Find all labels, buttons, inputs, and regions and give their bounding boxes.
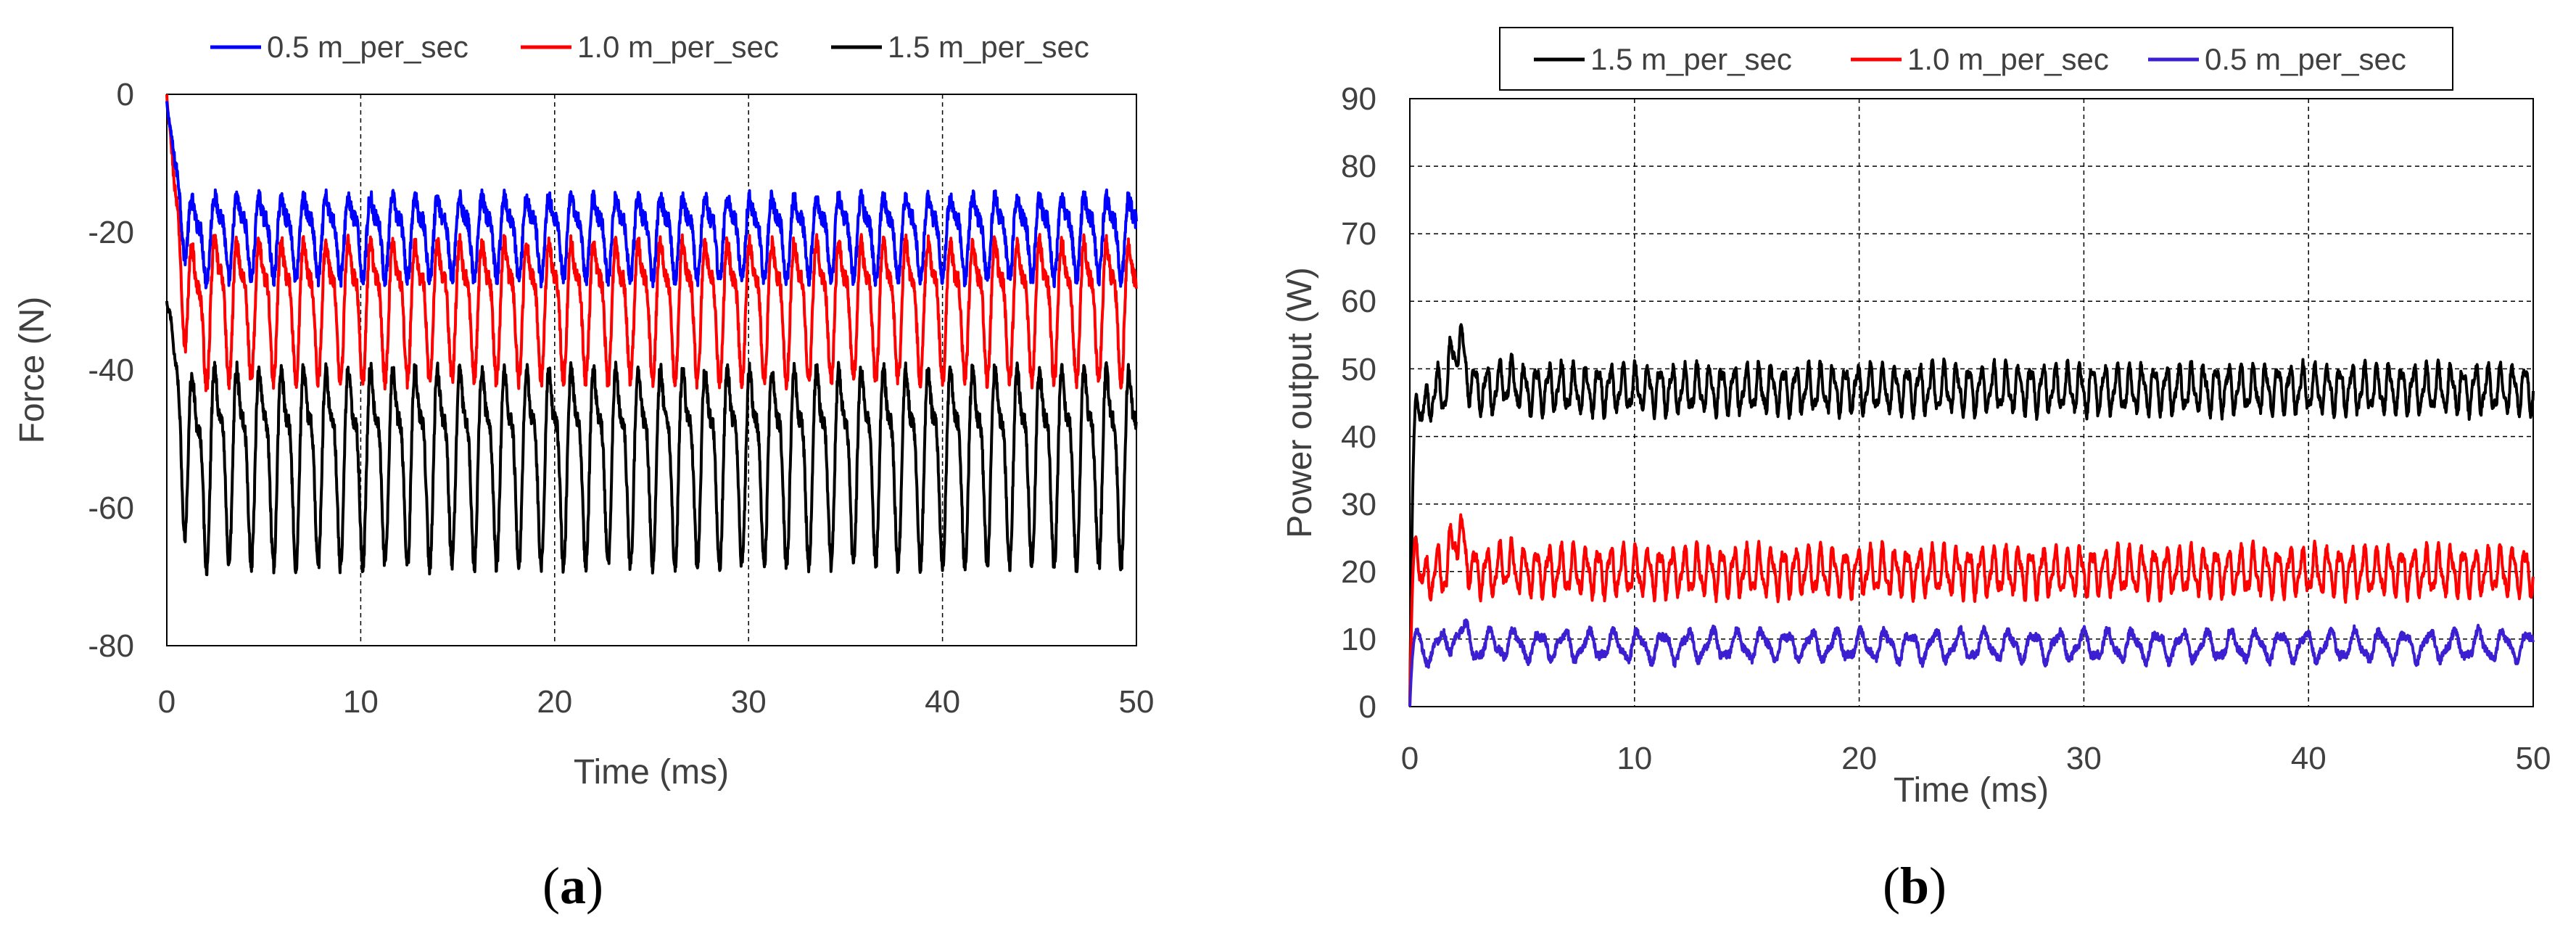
- chart-a: 0.5 m_per_sec 1.0 m_per_sec 1.5 m_per_se…: [13, 30, 1154, 915]
- y-tick-b-8: 80: [1341, 149, 1376, 184]
- series-group-a: [165, 94, 1138, 577]
- legend-b-label-2: 0.5 m_per_sec: [2205, 42, 2406, 76]
- y-tick-b-2: 20: [1341, 554, 1376, 590]
- x-axis-label-b: Time (ms): [1894, 771, 2049, 810]
- series-b-line-1: [1408, 513, 2535, 707]
- y-tick-b-1: 10: [1341, 622, 1376, 657]
- x-tick-b-2: 20: [1841, 741, 1877, 776]
- y-axis-label-a: Force (N): [13, 297, 51, 444]
- y-tick-b-0: 0: [1359, 689, 1376, 725]
- panel-letter-b: b: [1900, 857, 1929, 915]
- y-tick-b-7: 70: [1341, 216, 1376, 252]
- series-a-line-2: [165, 300, 1138, 577]
- y-tick-a-4: -80: [88, 628, 134, 664]
- x-tick-b-3: 30: [2066, 741, 2102, 776]
- chart-b: 1.5 m_per_sec 1.0 m_per_sec 0.5 m_per_se…: [1281, 27, 2551, 915]
- legend-a-label-0: 0.5 m_per_sec: [267, 30, 468, 64]
- legend-b-label-0: 1.5 m_per_sec: [1590, 42, 1792, 76]
- x-tick-b-5: 50: [2516, 741, 2551, 776]
- y-tick-a-1: -20: [88, 215, 134, 250]
- series-a-line-1: [165, 94, 1138, 392]
- legend-b-box: [1499, 27, 2453, 91]
- x-tick-a-0: 0: [158, 684, 176, 720]
- series-b-line-2: [1408, 618, 2535, 707]
- x-tick-b-0: 0: [1401, 741, 1419, 776]
- y-tick-b-4: 40: [1341, 419, 1376, 455]
- panel-label-a: (a): [542, 857, 603, 915]
- legend-a-label-1: 1.0 m_per_sec: [577, 30, 779, 64]
- x-tick-a-1: 10: [343, 684, 379, 720]
- x-tick-a-5: 50: [1119, 684, 1155, 720]
- panel-letter-a: a: [560, 857, 586, 915]
- x-tick-a-3: 30: [731, 684, 767, 720]
- plot-area-a: [166, 94, 1137, 646]
- y-tick-a-2: -40: [88, 353, 134, 388]
- x-tick-a-4: 40: [925, 684, 960, 720]
- legend-a: 0.5 m_per_sec 1.0 m_per_sec 1.5 m_per_se…: [210, 30, 1089, 64]
- y-tick-b-6: 60: [1341, 284, 1376, 319]
- y-tick-a-3: -60: [88, 490, 134, 526]
- y-tick-b-3: 30: [1341, 487, 1376, 522]
- y-tick-b-5: 50: [1341, 352, 1376, 387]
- series-b-line-0: [1408, 323, 2535, 707]
- x-tick-b-4: 40: [2291, 741, 2327, 776]
- legend-b: 1.5 m_per_sec 1.0 m_per_sec 0.5 m_per_se…: [1534, 42, 2406, 76]
- panel-label-b: (b): [1883, 857, 1947, 915]
- y-axis-label-b: Power output (W): [1281, 267, 1319, 538]
- series-group-b: [1408, 323, 2535, 707]
- y-tick-a-0: 0: [117, 77, 134, 112]
- series-a-line-0: [165, 101, 1138, 289]
- legend-a-label-2: 1.5 m_per_sec: [888, 30, 1089, 64]
- x-tick-b-1: 10: [1617, 741, 1652, 776]
- legend-b-label-1: 1.0 m_per_sec: [1907, 42, 2109, 76]
- y-tick-b-9: 90: [1341, 81, 1376, 117]
- x-tick-a-2: 20: [537, 684, 572, 720]
- x-axis-label-a: Time (ms): [574, 753, 729, 792]
